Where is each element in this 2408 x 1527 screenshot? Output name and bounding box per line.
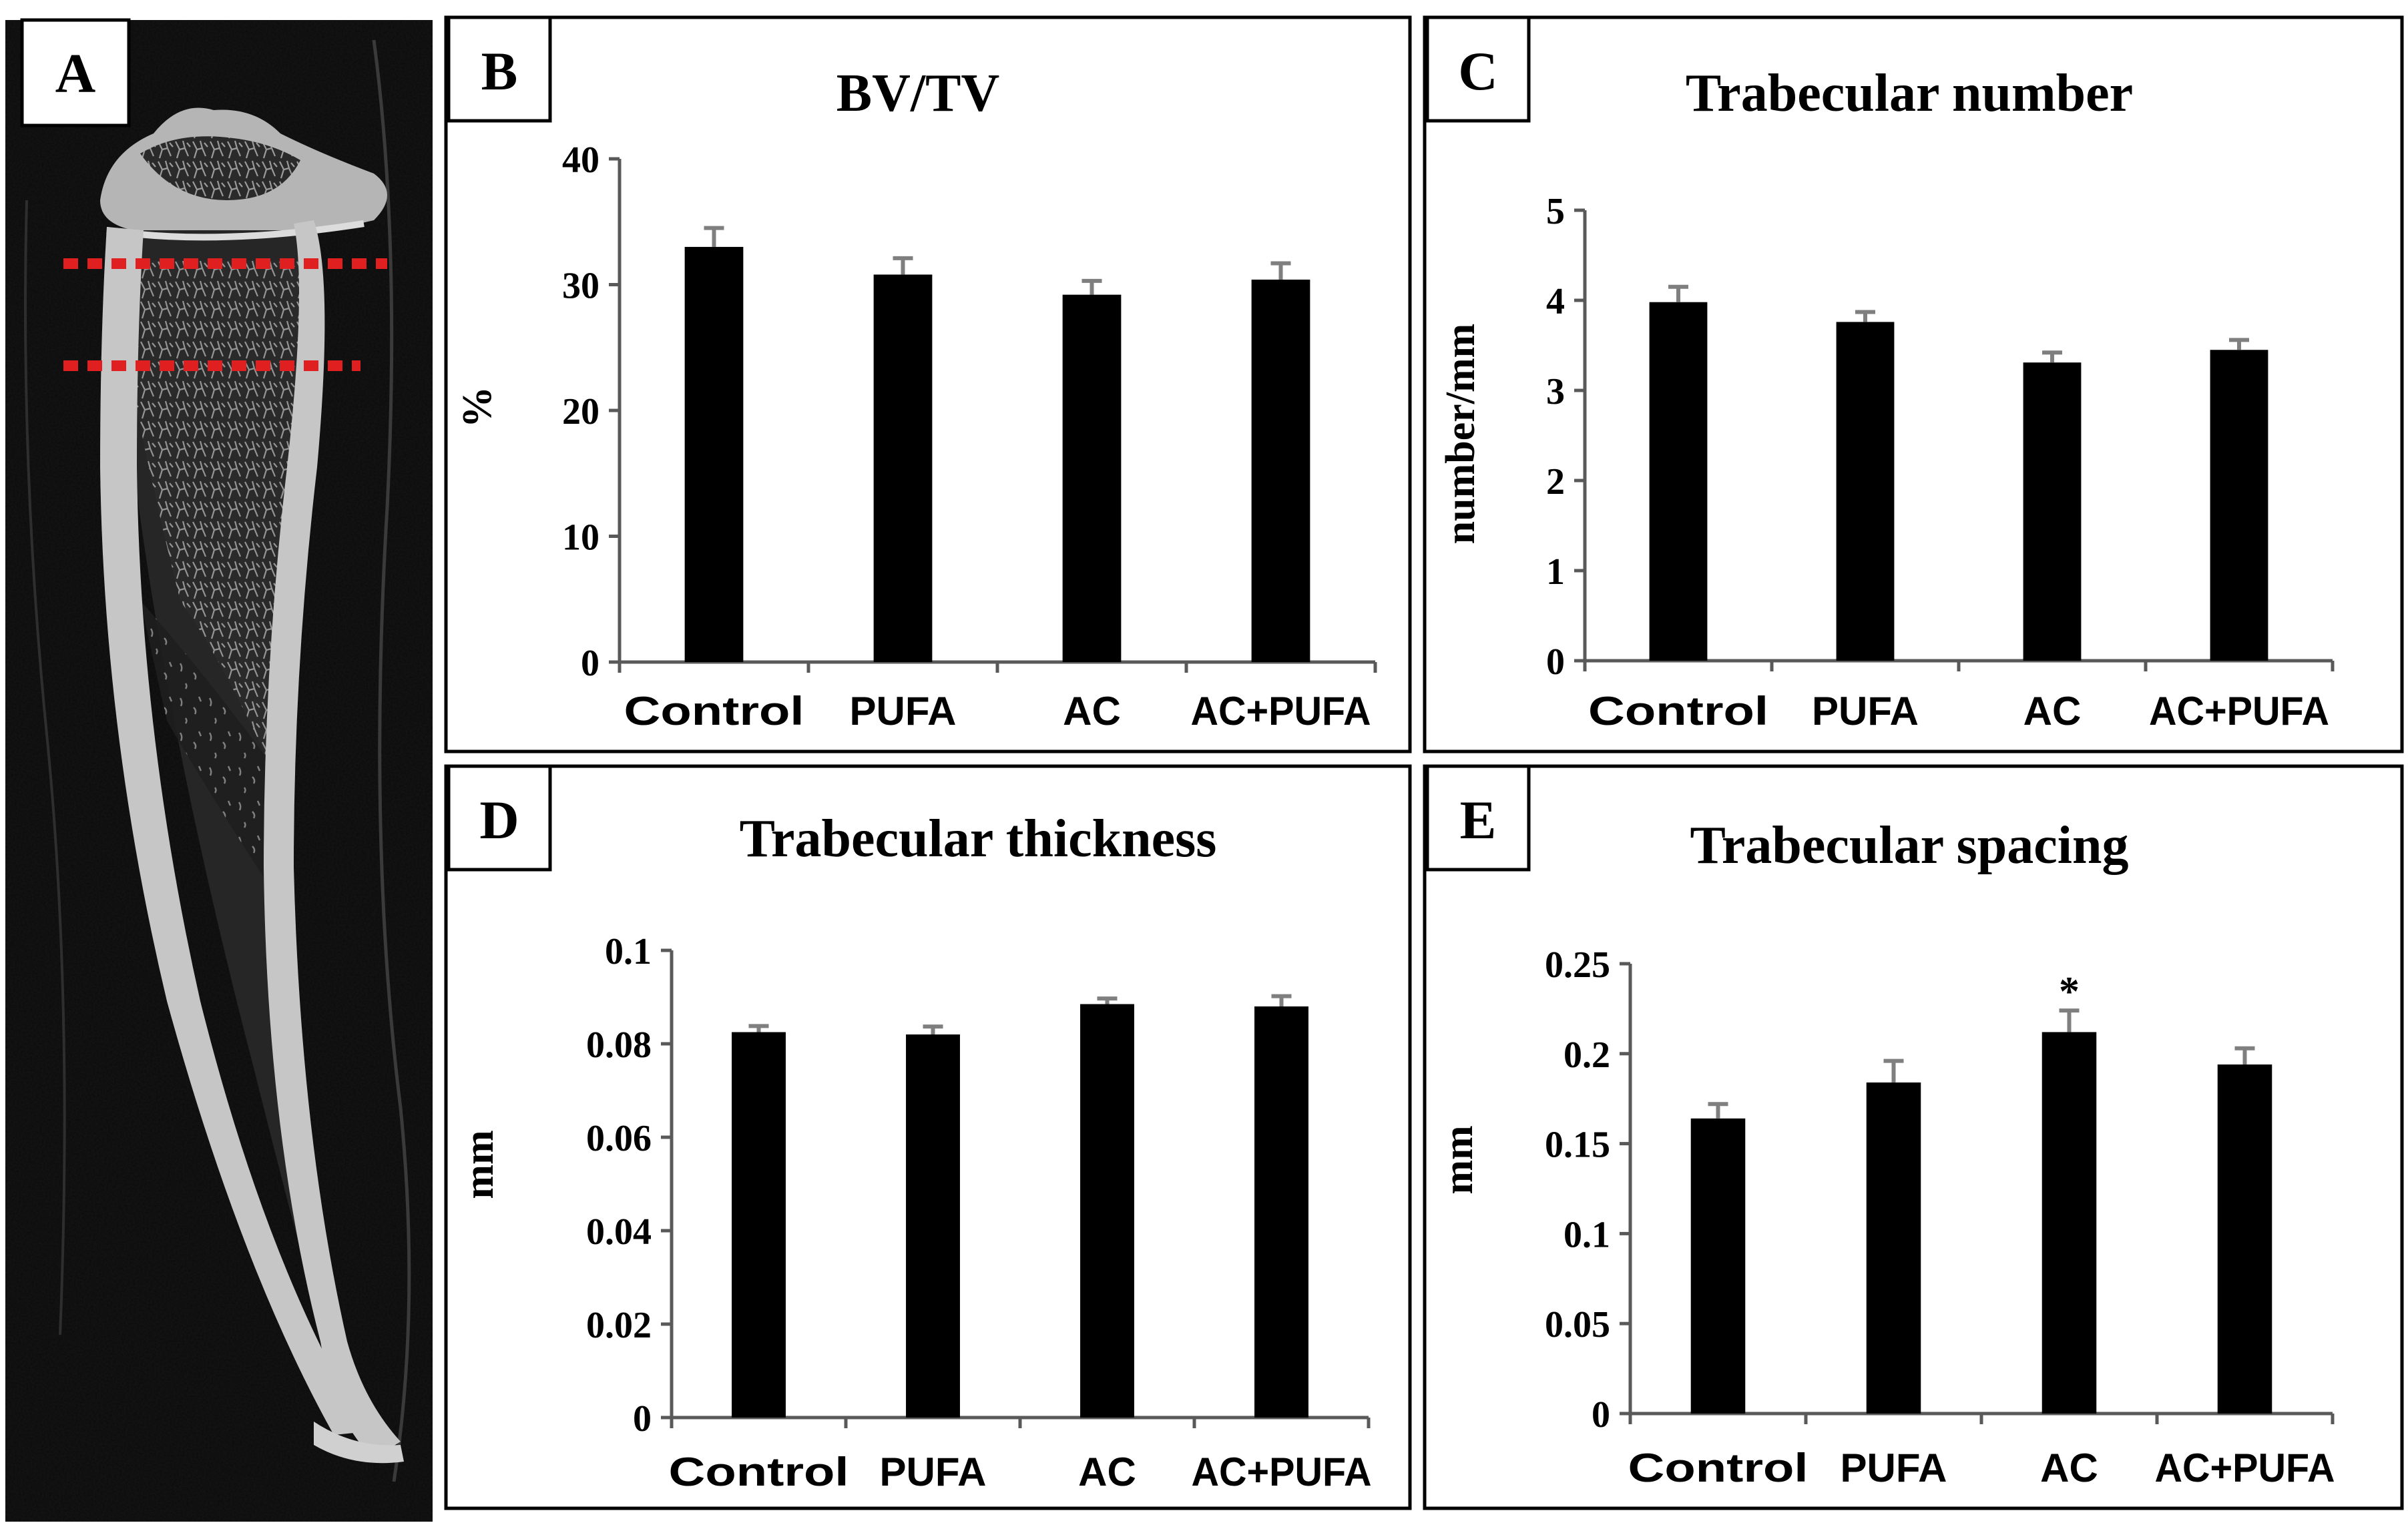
bar-pufa: [1836, 322, 1895, 661]
y-tick-label: 30: [562, 266, 599, 307]
y-tick-label: 0.06: [586, 1118, 652, 1159]
bar-ac: [1080, 1004, 1134, 1418]
y-tick-label: 0.08: [586, 1024, 652, 1066]
y-tick-label: 10: [562, 517, 599, 559]
category-label: Control: [1628, 1446, 1809, 1490]
category-label: AC: [1063, 689, 1121, 733]
panel-c-label-box: [1425, 15, 1531, 123]
category-label: AC+PUFA: [1192, 1450, 1372, 1494]
bar-control: [1690, 1118, 1746, 1414]
chart-title: Trabecular number: [1686, 64, 2133, 123]
panel-b-label: B: [481, 41, 518, 101]
panel-e-label-box: [1425, 764, 1531, 872]
soft-tissue-outline-2: [24, 200, 66, 1335]
chart-title: Trabecular spacing: [1690, 816, 2128, 875]
distal-end: [314, 1422, 404, 1464]
category-label: PUFA: [849, 689, 956, 733]
y-tick-label: 0.04: [586, 1211, 652, 1253]
category-label: AC+PUFA: [2155, 1446, 2335, 1490]
panel-d-label-box: [447, 764, 552, 872]
trabecular-region: [110, 260, 320, 788]
epiphysis-trabeculae: [140, 136, 300, 200]
bar-ac-pufa: [2210, 350, 2268, 661]
y-tick-label: 0: [633, 1398, 652, 1440]
panel-a: A: [5, 18, 433, 1522]
bar-pufa: [906, 1034, 960, 1418]
category-label: PUFA: [1812, 689, 1919, 733]
y-tick-label: 0.02: [586, 1305, 652, 1346]
chart-title: Trabecular thickness: [740, 810, 1217, 868]
y-tick-label: 0: [1546, 641, 1565, 683]
bar-pufa: [873, 274, 933, 662]
significance-marker: *: [2059, 969, 2080, 1014]
panel-b: B BV/TV 0 10 20 30 40% Control PUFA AC AC+PUFA: [444, 15, 1412, 753]
y-tick-label: 0.25: [1545, 944, 1610, 986]
panel-a-label: A: [55, 43, 96, 105]
panel-c-label: C: [1458, 41, 1497, 101]
category-label: AC: [2040, 1446, 2098, 1490]
bar-ac: [2041, 1032, 2097, 1414]
y-tick-label: 20: [562, 391, 599, 432]
y-tick-label: 0.1: [605, 931, 652, 972]
category-label: Control: [624, 689, 804, 733]
y-axis-label: %: [455, 386, 500, 428]
bar-ac: [2023, 362, 2082, 661]
y-tick-label: 0: [581, 643, 599, 684]
chart-title: BV/TV: [836, 64, 1000, 123]
bar-ac-pufa: [2217, 1064, 2272, 1414]
sparse-trabeculae: [140, 601, 274, 888]
y-tick-label: 0: [1592, 1394, 1610, 1436]
y-tick-label: 40: [562, 139, 599, 181]
y-tick-label: 2: [1546, 461, 1565, 503]
category-label: PUFA: [879, 1450, 986, 1494]
cortical-bone-right: [264, 220, 401, 1458]
y-tick-label: 5: [1546, 191, 1565, 232]
category-label: Control: [669, 1450, 849, 1494]
y-tick-label: 1: [1546, 551, 1565, 593]
category-label: Control: [1588, 689, 1768, 733]
category-label: AC: [1078, 1450, 1136, 1494]
panel-b-label-box: [447, 15, 552, 123]
y-axis-label: mm: [457, 1130, 502, 1199]
category-label: AC+PUFA: [2149, 689, 2329, 733]
y-tick-label: 0.15: [1545, 1125, 1610, 1166]
panel-d: D Trabecular thickness 0 0.02 0.04 0.06 0.08 0.…: [444, 764, 1412, 1510]
soft-tissue-outline: [372, 39, 411, 1482]
bar-ac-pufa: [1254, 1006, 1308, 1418]
panel-d-label: D: [479, 790, 519, 850]
y-tick-label: 3: [1546, 371, 1565, 412]
category-label: AC+PUFA: [1191, 689, 1371, 733]
y-tick-label: 4: [1546, 281, 1565, 322]
panel-e: E Trabecular spacing 0 0.05 0.1 0.15 0.2 0.25 mm…: [1423, 764, 2404, 1510]
category-label: AC: [2023, 689, 2082, 733]
panel-c: C Trabecular number 0 1 2 3 4 5 number/mm Control…: [1423, 15, 2404, 753]
panel-a-label-box: [20, 18, 131, 127]
bar-control: [1649, 302, 1708, 661]
y-axis-label: number/mm: [1438, 324, 1483, 545]
bar-control: [684, 246, 744, 662]
bar-pufa: [1866, 1082, 1921, 1414]
y-axis-label: mm: [1436, 1125, 1481, 1194]
category-label: PUFA: [1840, 1446, 1947, 1490]
y-tick-label: 0.2: [1563, 1034, 1610, 1076]
y-tick-label: 0.1: [1563, 1214, 1610, 1255]
y-tick-label: 0.05: [1545, 1304, 1610, 1345]
cortical-bone-left: [100, 227, 367, 1435]
bar-control: [732, 1032, 786, 1418]
panel-e-label: E: [1460, 790, 1497, 850]
bar-ac: [1062, 294, 1122, 663]
bar-ac-pufa: [1251, 279, 1310, 663]
